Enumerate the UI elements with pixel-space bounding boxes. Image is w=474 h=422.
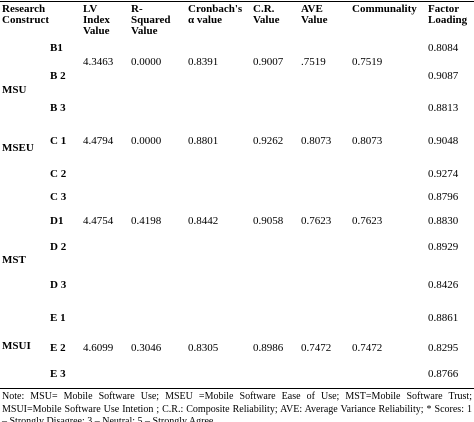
item-label: E 2: [50, 342, 66, 354]
item-label: D 3: [50, 279, 67, 291]
column-header: R-Squared Value: [131, 3, 171, 37]
column-header: LV Index Value: [83, 3, 110, 37]
item-label: B1: [50, 42, 63, 54]
stat-r2: 0.0000: [131, 135, 162, 147]
stat-ave: 0.7472: [301, 342, 332, 354]
stat-alpha: 0.8391: [188, 56, 219, 68]
column-header: Factor Loading: [428, 3, 468, 26]
stat-alpha: 0.8442: [188, 215, 219, 227]
stat-cr: 0.9007: [253, 56, 284, 68]
item-label: E 1: [50, 312, 66, 324]
item-label: B 3: [50, 102, 66, 114]
stat-cr: 0.9262: [253, 135, 284, 147]
table-note: Note: MSU= Mobile Software Use; MSEU =Mo…: [2, 391, 472, 422]
stat-alpha: 0.8801: [188, 135, 219, 147]
item-label: B 2: [50, 70, 66, 82]
item-label: D 2: [50, 241, 67, 253]
stat-cr: 0.8986: [253, 342, 284, 354]
stat-r2: 0.3046: [131, 342, 162, 354]
stat-communality: 0.7623: [352, 215, 383, 227]
column-header: C.R. Value: [253, 3, 280, 26]
stat-alpha: 0.8305: [188, 342, 219, 354]
factor-loading: 0.8929: [428, 241, 459, 253]
top-rule: [0, 1, 474, 2]
item-label: E 3: [50, 368, 66, 380]
factor-loading: 0.8861: [428, 312, 459, 324]
stat-communality: 0.7472: [352, 342, 383, 354]
stat-lv: 4.4794: [83, 135, 114, 147]
stat-ave: 0.7623: [301, 215, 332, 227]
construct-label: MSU: [2, 84, 27, 96]
stat-lv: 4.6099: [83, 342, 114, 354]
stat-lv: 4.4754: [83, 215, 114, 227]
stat-communality: 0.7519: [352, 56, 383, 68]
item-label: D1: [50, 215, 64, 227]
stat-communality: 0.8073: [352, 135, 383, 147]
bottom-rule: [0, 388, 474, 389]
stat-ave: .7519: [301, 56, 326, 68]
factor-loading: 0.8813: [428, 102, 459, 114]
factor-loading: 0.9048: [428, 135, 459, 147]
item-label: C 1: [50, 135, 67, 147]
column-header: Cronbach's α value: [188, 3, 243, 26]
column-header: Research Construct: [2, 3, 50, 26]
factor-loading: 0.8426: [428, 279, 459, 291]
stat-r2: 0.0000: [131, 56, 162, 68]
column-header: Communality: [352, 3, 417, 15]
construct-label: MST: [2, 254, 26, 266]
factor-loading: 0.8084: [428, 42, 459, 54]
construct-label: MSUI: [2, 340, 31, 352]
stat-lv: 4.3463: [83, 56, 114, 68]
item-label: C 2: [50, 168, 67, 180]
construct-label: MSEU: [2, 142, 34, 154]
column-header: AVE Value: [301, 3, 328, 26]
item-label: C 3: [50, 191, 67, 203]
stat-cr: 0.9058: [253, 215, 284, 227]
factor-loading: 0.9087: [428, 70, 459, 82]
factor-loading: 0.8295: [428, 342, 459, 354]
factor-loading: 0.8766: [428, 368, 459, 380]
stat-ave: 0.8073: [301, 135, 332, 147]
factor-loading: 0.9274: [428, 168, 459, 180]
stat-r2: 0.4198: [131, 215, 162, 227]
factor-loading: 0.8796: [428, 191, 459, 203]
factor-loading: 0.8830: [428, 215, 459, 227]
